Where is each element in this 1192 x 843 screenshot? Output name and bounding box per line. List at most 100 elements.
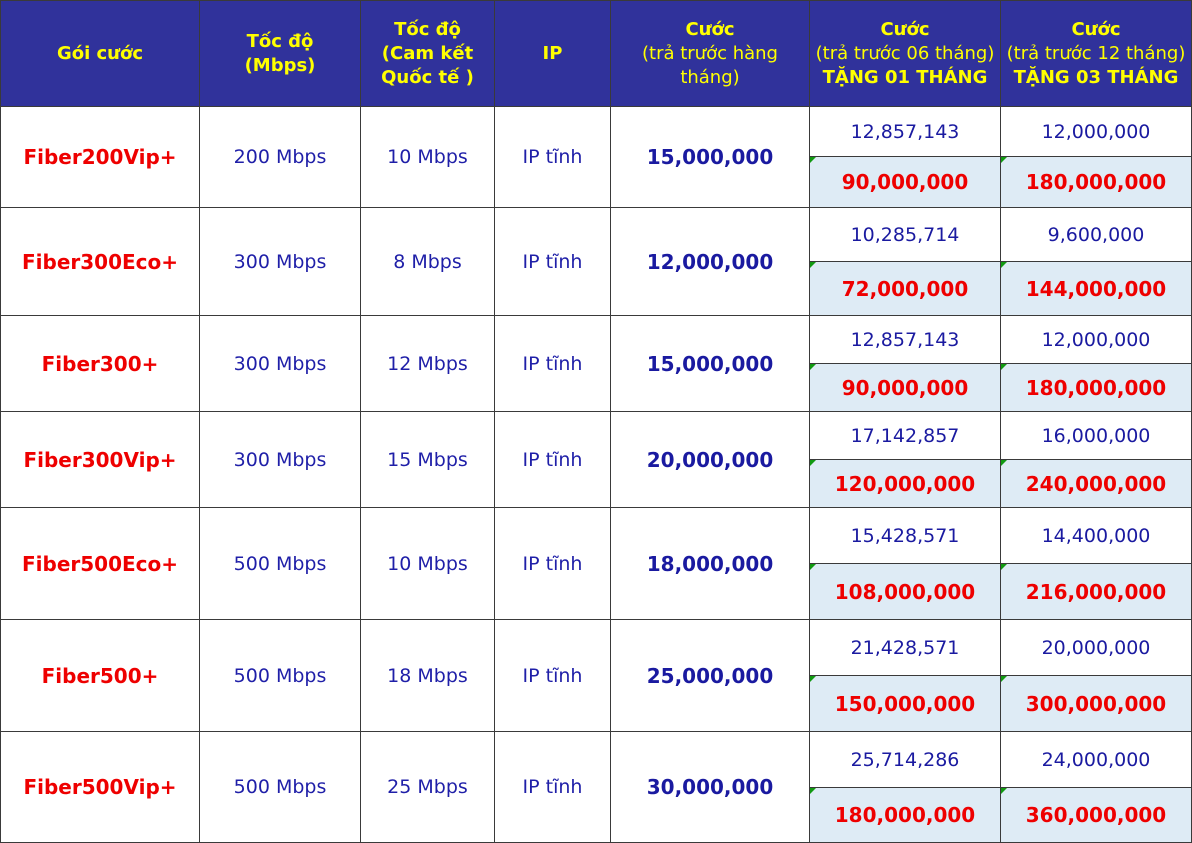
six-month-per-month: 12,857,143: [809, 106, 1001, 157]
intl-speed-value: 8 Mbps: [360, 207, 495, 316]
table-row: Fiber500Vip+ 500 Mbps 25 Mbps IP tĩnh 30…: [0, 731, 1192, 843]
intl-speed-value: 15 Mbps: [360, 411, 495, 508]
intl-speed-value: 10 Mbps: [360, 507, 495, 620]
header-ip-label: IP: [542, 42, 563, 64]
monthly-fee: 30,000,000: [610, 731, 810, 843]
table-row: Fiber500+ 500 Mbps 18 Mbps IP tĩnh 25,00…: [0, 619, 1192, 732]
header-monthly-sub: (trả trước hàng tháng): [641, 42, 778, 88]
header-twelve-month: Cước (trả trước 12 tháng) TẶNG 03 THÁNG: [1000, 0, 1192, 107]
table-row: Fiber300Eco+ 300 Mbps 8 Mbps IP tĩnh 12,…: [0, 207, 1192, 316]
header-intl-line2: (Cam kết: [381, 42, 474, 64]
package-name: Fiber500+: [0, 619, 200, 732]
monthly-fee: 20,000,000: [610, 411, 810, 508]
package-name: Fiber300Eco+: [0, 207, 200, 316]
six-month-per-month: 25,714,286: [809, 731, 1001, 788]
monthly-fee: 15,000,000: [610, 106, 810, 208]
header-twelve-month-title: Cước: [1071, 18, 1121, 40]
six-month-total: 90,000,000: [809, 156, 1001, 208]
speed-value: 500 Mbps: [199, 731, 361, 843]
speed-value: 500 Mbps: [199, 507, 361, 620]
header-package-label: Gói cước: [56, 42, 144, 64]
twelve-month-per-month: 24,000,000: [1000, 731, 1192, 788]
twelve-month-total: 300,000,000: [1000, 675, 1192, 732]
header-row: Gói cước Tốc độ (Mbps) Tốc độ (Cam kết Q…: [0, 0, 1192, 107]
ip-type: IP tĩnh: [494, 507, 611, 620]
twelve-month-total: 180,000,000: [1000, 363, 1192, 412]
six-month-per-month: 21,428,571: [809, 619, 1001, 676]
table-row-totals: 72,000,000 144,000,000: [1, 261, 1192, 316]
header-speed-line1: Tốc độ: [246, 30, 314, 52]
twelve-month-per-month: 12,000,000: [1000, 106, 1192, 157]
package-name: Fiber500Eco+: [0, 507, 200, 620]
twelve-month-total: 180,000,000: [1000, 156, 1192, 208]
table-row-totals: 180,000,000 360,000,000: [1, 787, 1192, 843]
header-six-month: Cước (trả trước 06 tháng) TẶNG 01 THÁNG: [809, 0, 1001, 107]
six-month-per-month: 10,285,714: [809, 207, 1001, 262]
speed-value: 200 Mbps: [199, 106, 361, 208]
speed-value: 300 Mbps: [199, 315, 361, 412]
table-row: Fiber300+ 300 Mbps 12 Mbps IP tĩnh 15,00…: [0, 315, 1192, 412]
ip-type: IP tĩnh: [494, 207, 611, 316]
twelve-month-per-month: 20,000,000: [1000, 619, 1192, 676]
six-month-per-month: 15,428,571: [809, 507, 1001, 564]
speed-value: 500 Mbps: [199, 619, 361, 732]
six-month-total: 72,000,000: [809, 261, 1001, 316]
twelve-month-per-month: 9,600,000: [1000, 207, 1192, 262]
package-name: Fiber300+: [0, 315, 200, 412]
twelve-month-per-month: 12,000,000: [1000, 315, 1192, 364]
header-twelve-month-sub: (trả trước 12 tháng): [1006, 42, 1186, 64]
table-row: Fiber300Vip+ 300 Mbps 15 Mbps IP tĩnh 20…: [0, 411, 1192, 508]
ip-type: IP tĩnh: [494, 106, 611, 208]
header-twelve-month-bonus: TẶNG 03 THÁNG: [1013, 66, 1179, 88]
six-month-total: 108,000,000: [809, 563, 1001, 620]
twelve-month-total: 240,000,000: [1000, 459, 1192, 508]
table-row-totals: 150,000,000 300,000,000: [1, 675, 1192, 732]
package-name: Fiber500Vip+: [0, 731, 200, 843]
twelve-month-per-month: 14,400,000: [1000, 507, 1192, 564]
table-row: Fiber200Vip+ 200 Mbps 10 Mbps IP tĩnh 15…: [0, 106, 1192, 208]
header-monthly: Cước (trả trước hàng tháng): [610, 0, 810, 107]
six-month-total: 90,000,000: [809, 363, 1001, 412]
ip-type: IP tĩnh: [494, 315, 611, 412]
six-month-per-month: 12,857,143: [809, 315, 1001, 364]
intl-speed-value: 25 Mbps: [360, 731, 495, 843]
twelve-month-per-month: 16,000,000: [1000, 411, 1192, 460]
table-row-totals: 90,000,000 180,000,000: [1, 156, 1192, 208]
package-name: Fiber200Vip+: [0, 106, 200, 208]
monthly-fee: 12,000,000: [610, 207, 810, 316]
monthly-fee: 18,000,000: [610, 507, 810, 620]
twelve-month-total: 144,000,000: [1000, 261, 1192, 316]
package-name: Fiber300Vip+: [0, 411, 200, 508]
header-six-month-sub: (trả trước 06 tháng): [815, 42, 995, 64]
ip-type: IP tĩnh: [494, 411, 611, 508]
ip-type: IP tĩnh: [494, 619, 611, 732]
header-six-month-title: Cước: [880, 18, 930, 40]
header-speed-line2: (Mbps): [244, 54, 316, 76]
six-month-total: 120,000,000: [809, 459, 1001, 508]
six-month-total: 180,000,000: [809, 787, 1001, 843]
header-speed: Tốc độ (Mbps): [199, 0, 361, 107]
table-row-totals: 120,000,000 240,000,000: [1, 459, 1192, 508]
monthly-fee: 25,000,000: [610, 619, 810, 732]
speed-value: 300 Mbps: [199, 207, 361, 316]
twelve-month-total: 216,000,000: [1000, 563, 1192, 620]
header-intl-line3: Quốc tế ): [381, 66, 474, 88]
table-row-totals: 90,000,000 180,000,000: [1, 363, 1192, 412]
header-six-month-bonus: TẶNG 01 THÁNG: [822, 66, 988, 88]
header-ip: IP: [494, 0, 611, 107]
intl-speed-value: 18 Mbps: [360, 619, 495, 732]
header-intl-speed: Tốc độ (Cam kết Quốc tế ): [360, 0, 495, 107]
intl-speed-value: 12 Mbps: [360, 315, 495, 412]
ip-type: IP tĩnh: [494, 731, 611, 843]
intl-speed-value: 10 Mbps: [360, 106, 495, 208]
header-package: Gói cước: [0, 0, 200, 107]
header-monthly-title: Cước: [685, 18, 735, 40]
six-month-per-month: 17,142,857: [809, 411, 1001, 460]
table-row: Fiber500Eco+ 500 Mbps 10 Mbps IP tĩnh 18…: [0, 507, 1192, 620]
twelve-month-total: 360,000,000: [1000, 787, 1192, 843]
monthly-fee: 15,000,000: [610, 315, 810, 412]
six-month-total: 150,000,000: [809, 675, 1001, 732]
table-row-totals: 108,000,000 216,000,000: [1, 563, 1192, 620]
header-intl-line1: Tốc độ: [394, 18, 461, 40]
